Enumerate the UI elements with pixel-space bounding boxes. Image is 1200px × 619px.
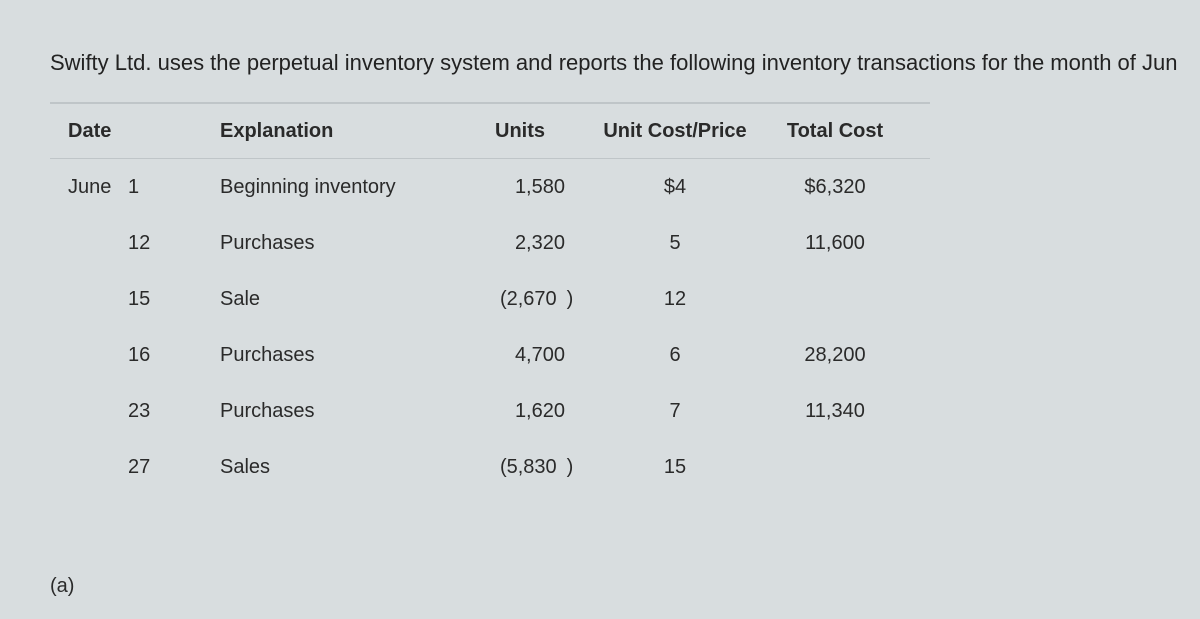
cell-total: $6,320 xyxy=(760,176,900,199)
cell-total: 11,600 xyxy=(760,232,900,255)
cell-explanation: Purchases xyxy=(220,344,450,367)
inventory-table: Date Explanation Units Unit Cost/Price T… xyxy=(50,102,930,495)
cell-month xyxy=(68,232,128,255)
cell-day: 15 xyxy=(128,288,168,311)
cell-unit-cost: 12 xyxy=(590,288,760,311)
cell-explanation: Sales xyxy=(220,456,450,479)
cell-total: 11,340 xyxy=(760,400,900,423)
cell-explanation: Purchases xyxy=(220,400,450,423)
cell-unit-cost: $4 xyxy=(590,176,760,199)
table-row: 12 Purchases 2,320 5 11,600 xyxy=(50,215,930,271)
cell-units: 1,620 xyxy=(475,400,565,423)
cell-units: 2,320 xyxy=(475,232,565,255)
table-row: 27 Sales (5,830) 15 xyxy=(50,439,930,495)
cell-unit-cost: 7 xyxy=(590,400,760,423)
intro-text: Swifty Ltd. uses the perpetual inventory… xyxy=(50,50,1200,76)
cell-total: 28,200 xyxy=(760,344,900,367)
header-units: Units xyxy=(450,120,590,143)
cell-day: 1 xyxy=(128,176,168,199)
cell-units: 1,580 xyxy=(475,176,565,199)
close-paren: ) xyxy=(567,456,574,479)
table-row: June 1 Beginning inventory 1,580 $4 $6,3… xyxy=(50,159,930,215)
header-unit-cost: Unit Cost/Price xyxy=(590,120,760,143)
cell-day: 12 xyxy=(128,232,168,255)
cell-month xyxy=(68,400,128,423)
cell-units: 4,700 xyxy=(475,344,565,367)
cell-explanation: Sale xyxy=(220,288,450,311)
cell-month: June xyxy=(68,176,128,199)
close-paren: ) xyxy=(567,288,574,311)
footnote-a: (a) xyxy=(50,575,1200,598)
table-row: 16 Purchases 4,700 6 28,200 xyxy=(50,327,930,383)
cell-day: 16 xyxy=(128,344,168,367)
cell-day: 23 xyxy=(128,400,168,423)
cell-unit-cost: 6 xyxy=(590,344,760,367)
cell-month xyxy=(68,288,128,311)
cell-unit-cost: 5 xyxy=(590,232,760,255)
cell-month xyxy=(68,344,128,367)
table-header-row: Date Explanation Units Unit Cost/Price T… xyxy=(50,103,930,159)
cell-explanation: Beginning inventory xyxy=(220,176,450,199)
cell-unit-cost: 15 xyxy=(590,456,760,479)
cell-units: (2,670 xyxy=(467,288,557,311)
header-date: Date xyxy=(50,120,220,143)
cell-explanation: Purchases xyxy=(220,232,450,255)
table-row: 15 Sale (2,670) 12 xyxy=(50,271,930,327)
header-explanation: Explanation xyxy=(220,120,450,143)
header-total-cost: Total Cost xyxy=(760,120,900,143)
table-row: 23 Purchases 1,620 7 11,340 xyxy=(50,383,930,439)
cell-units: (5,830 xyxy=(467,456,557,479)
cell-month xyxy=(68,456,128,479)
cell-day: 27 xyxy=(128,456,168,479)
